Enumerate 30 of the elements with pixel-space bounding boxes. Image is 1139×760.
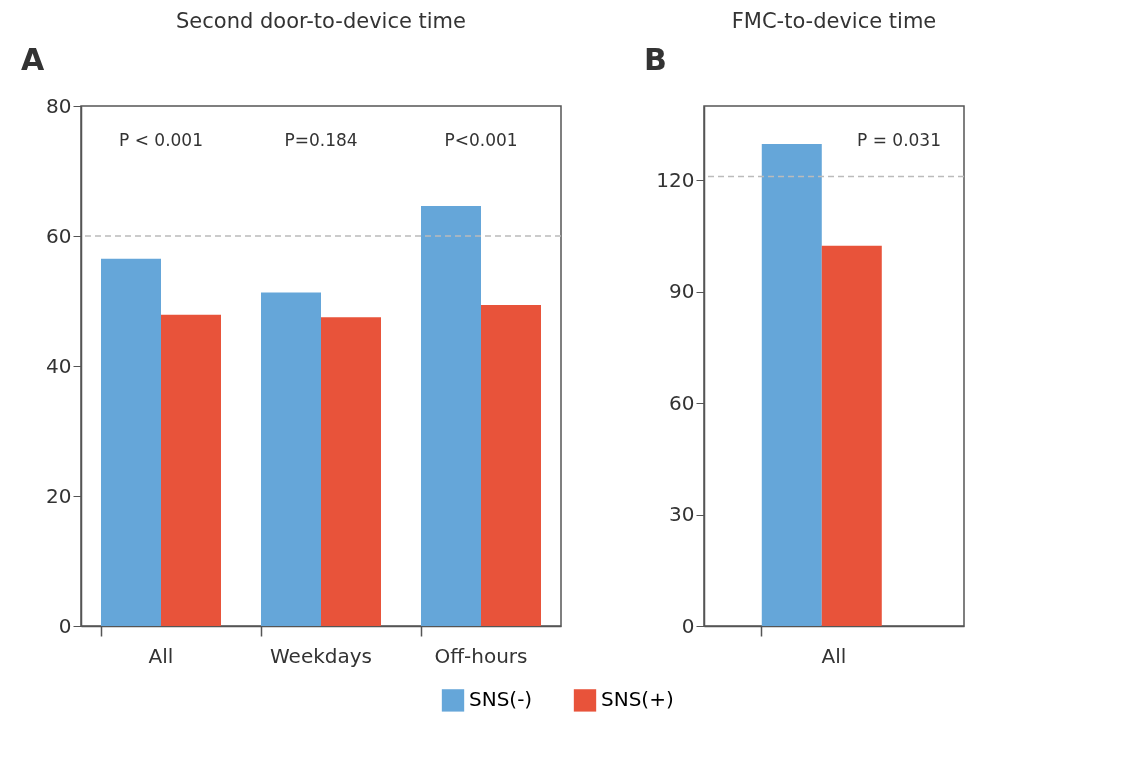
y-tick-label: 120 <box>656 167 695 192</box>
y-tick-label: 90 <box>669 279 695 304</box>
chart-title: FMC-to-device time <box>731 9 937 33</box>
y-tick-label: 40 <box>46 353 72 378</box>
y-tick-label: 60 <box>46 223 72 248</box>
bar <box>161 314 221 626</box>
y-tick-label: 20 <box>46 483 72 508</box>
bar <box>101 258 161 626</box>
legend-label: SNS(-) <box>469 687 533 712</box>
x-tick-label: Weekdays <box>269 643 373 668</box>
annotation: P < 0.001 <box>119 130 203 150</box>
x-tick-label: Off-hours <box>434 643 528 668</box>
bar <box>321 317 381 626</box>
annotation: P=0.184 <box>284 130 358 150</box>
text: B <box>644 42 667 77</box>
bar <box>421 206 481 626</box>
y-tick-label: 0 <box>58 613 72 638</box>
y-tick-label: 80 <box>46 93 72 118</box>
annotation: P = 0.031 <box>857 130 941 150</box>
x-tick-label: All <box>148 643 174 668</box>
y-tick-label: 0 <box>681 613 695 638</box>
bar <box>481 304 541 626</box>
legend-label: SNS(+) <box>601 687 674 712</box>
x-tick-label: All <box>821 643 847 668</box>
annotation: P<0.001 <box>444 130 518 150</box>
y-tick-label: 60 <box>669 390 695 415</box>
bar <box>261 292 321 626</box>
text: A <box>21 42 45 77</box>
y-tick-label: 30 <box>669 502 695 527</box>
chart-title: Second door-to-device time <box>175 9 467 33</box>
